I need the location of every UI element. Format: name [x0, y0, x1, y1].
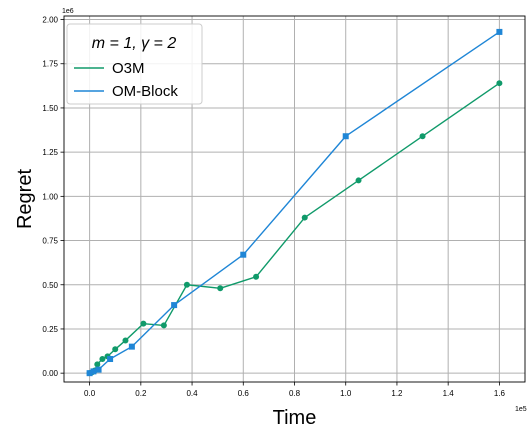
data-point-om-block [128, 343, 135, 350]
y-tick-label: 1.50 [42, 104, 58, 113]
data-point-om-block [240, 251, 247, 258]
data-point-o3m [355, 177, 362, 184]
x-tick-label: 0.8 [289, 389, 301, 398]
data-point-o3m [122, 337, 129, 344]
y-tick-label: 1.00 [42, 192, 58, 201]
data-point-o3m [160, 322, 167, 329]
y-tick-label: 0.75 [42, 237, 58, 246]
data-point-om-block [86, 370, 93, 377]
y-offset-label: 1e6 [62, 8, 74, 15]
y-tick-label: 0.50 [42, 281, 58, 290]
data-point-om-block [95, 366, 102, 373]
x-tick-label: 0.6 [238, 389, 250, 398]
y-tick-label: 1.25 [42, 148, 58, 157]
legend-label-o3m: O3M [112, 60, 145, 77]
data-point-om-block [496, 28, 503, 35]
x-offset-label: 1e5 [515, 406, 527, 413]
x-axis-label: Time [273, 407, 317, 429]
data-point-o3m [140, 320, 147, 327]
x-tick-label: 1.4 [443, 389, 455, 398]
x-tick-label: 1.2 [391, 389, 403, 398]
y-axis-label: Regret [14, 169, 36, 229]
data-point-om-block [90, 368, 97, 375]
legend: m = 1, γ = 2 O3M OM-Block [66, 23, 203, 105]
legend-title: m = 1, γ = 2 [92, 35, 177, 52]
data-point-o3m [301, 214, 308, 221]
x-tick-label: 0.2 [135, 389, 147, 398]
x-tick-label: 0.0 [84, 389, 96, 398]
data-point-o3m [99, 356, 106, 363]
data-point-om-block [171, 302, 178, 309]
y-tick-label: 2.00 [42, 16, 58, 25]
legend-box [66, 23, 203, 105]
legend-label-om-block: OM-Block [112, 83, 178, 100]
y-tick-label: 0.00 [42, 369, 58, 378]
data-point-om-block [342, 133, 349, 140]
series-layer [86, 28, 503, 377]
data-point-o3m [94, 361, 101, 368]
axis-ticks: 0.0 0.2 0.4 0.6 0.8 1.0 1.2 1.4 1.6 0.00 0.25 0.50 0… [42, 16, 505, 398]
x-tick-label: 1.6 [494, 389, 506, 398]
x-tick-label: 1.0 [340, 389, 352, 398]
x-tick-label: 0.4 [186, 389, 198, 398]
y-tick-label: 0.25 [42, 325, 58, 334]
data-point-o3m [496, 80, 503, 87]
data-point-o3m [419, 133, 426, 140]
data-point-o3m [217, 285, 224, 292]
y-tick-label: 1.75 [42, 60, 58, 69]
data-point-o3m [253, 273, 260, 280]
data-point-om-block [107, 356, 114, 363]
data-point-o3m [112, 346, 119, 353]
data-point-o3m [183, 281, 190, 288]
